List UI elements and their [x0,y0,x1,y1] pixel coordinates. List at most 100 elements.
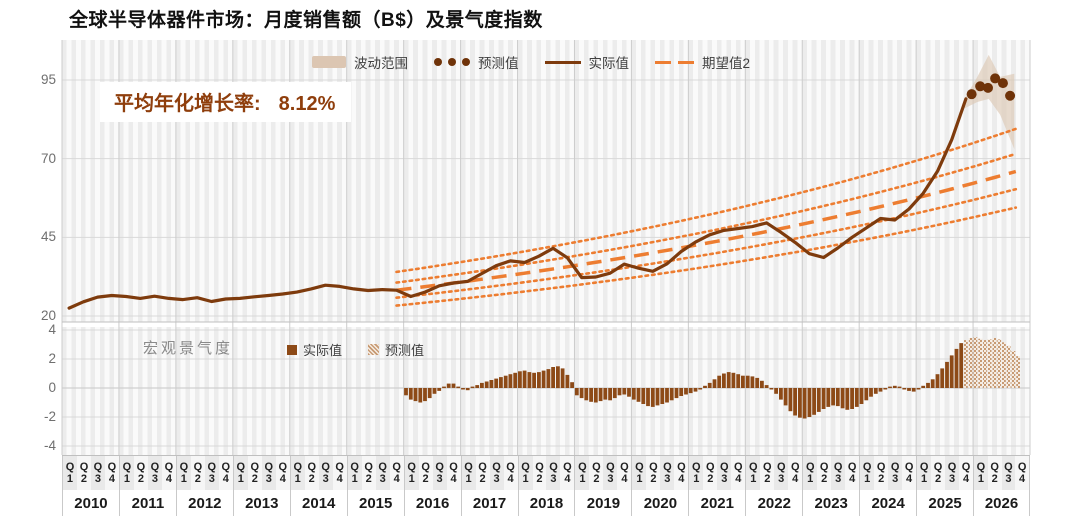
sentiment-bar [987,339,992,388]
sentiment-bar [499,377,503,388]
sentiment-bar [551,367,555,388]
sentiment-bar [513,372,518,388]
sentiment-bar [527,372,532,389]
year-label: 2023 [803,490,860,516]
sentiment-bar [835,388,840,407]
sentiment-bar [655,388,660,406]
sentiment-bar [930,379,935,388]
y-tick-label: 95 [40,72,56,87]
sentiment-bar [769,388,774,390]
sentiment-bar [432,388,437,394]
sentiment-bar [503,375,508,388]
sentiment-bar [892,385,897,388]
sentiment-bar [413,388,418,402]
sentiment-bar [603,388,608,400]
forecast-dot [997,78,1008,89]
sentiment-bar [954,348,959,389]
sentiment-bar [598,388,603,402]
sentiment-bar [1011,351,1016,388]
year-label: 2024 [860,490,917,516]
sentiment-bar [741,375,745,388]
legend-item-expected: 期望值2 [655,52,750,72]
sentiment-bar [446,383,451,388]
sentiment-bar [684,388,688,395]
year-column: Q 1 Q 2 Q 3 Q 4 2010 [62,456,119,516]
year-column: Q 1 Q 2 Q 3 Q 4 2026 [973,456,1030,516]
legend-label: 预测值 [385,343,425,358]
sentiment-bar [698,388,703,390]
sentiment-bar [608,388,612,401]
sentiment-bar [617,388,622,396]
legend-item-actual: 实际值 [544,52,629,72]
dashed-line-icon [655,60,694,64]
hatch-square-icon [368,344,380,355]
sentiment-bar [869,388,873,397]
trend-dotted-line [395,152,1018,284]
trend-dotted-line [395,127,1018,274]
solid-square-icon [287,344,297,355]
sentiment-bar [926,382,930,388]
year-column: Q 1 Q 2 Q 3 Q 4 2014 [289,456,347,516]
year-label: 2019 [575,490,632,516]
sentiment-bar [888,386,892,389]
sentiment-bar [736,374,741,388]
sentiment-bar [560,368,565,388]
sentiment-bar [968,338,973,388]
x-axis: Q 1 Q 2 Q 3 Q 4 2010 Q 1 Q 2 Q 3 Q 4 2011 Q 1 Q 2 Q 3 Q 4 2012 Q 1 Q 2… [62,455,1030,516]
year-column: Q 1 Q 2 Q 3 Q 4 2024 [859,456,917,516]
main-legend: 波动范围 预测值 实际值 期望值2 [312,52,750,72]
sentiment-bar [522,370,527,388]
year-column: Q 1 Q 2 Q 3 Q 4 2018 [517,456,575,516]
sentiment-bar [864,388,869,401]
legend-item-forecast-bars: 预测值 [368,340,424,359]
sentiment-bar [802,388,807,419]
sentiment-bar [793,388,797,416]
sentiment-bar [679,388,684,396]
year-label: 2015 [347,490,404,516]
sentiment-bar [574,388,579,396]
sentiment-bar [660,388,665,404]
sentiment-bar [546,369,551,388]
sentiment-bar [565,374,570,388]
sentiment-bar [712,379,717,388]
expected-dashed-line [396,169,1017,292]
growth-rate-callout: 平均年化增长率: 8.12% [100,82,352,122]
actual-line [67,97,968,310]
sentiment-bar [831,388,835,406]
sentiment-bar [859,388,864,404]
sentiment-bar [537,372,541,389]
year-label: 2022 [746,490,803,516]
year-column: Q 1 Q 2 Q 3 Q 4 2019 [574,456,632,516]
y-tick-label: 70 [40,150,56,166]
sentiment-bar [731,372,736,388]
sentiment-bar [897,386,902,389]
sentiment-bar [461,388,465,390]
legend-label: 波动范围 [354,56,408,71]
sentiment-bar [570,382,574,388]
sentiment-bar [959,343,964,389]
year-column: Q 1 Q 2 Q 3 Q 4 2017 [460,456,518,516]
year-label: 2021 [689,490,746,516]
